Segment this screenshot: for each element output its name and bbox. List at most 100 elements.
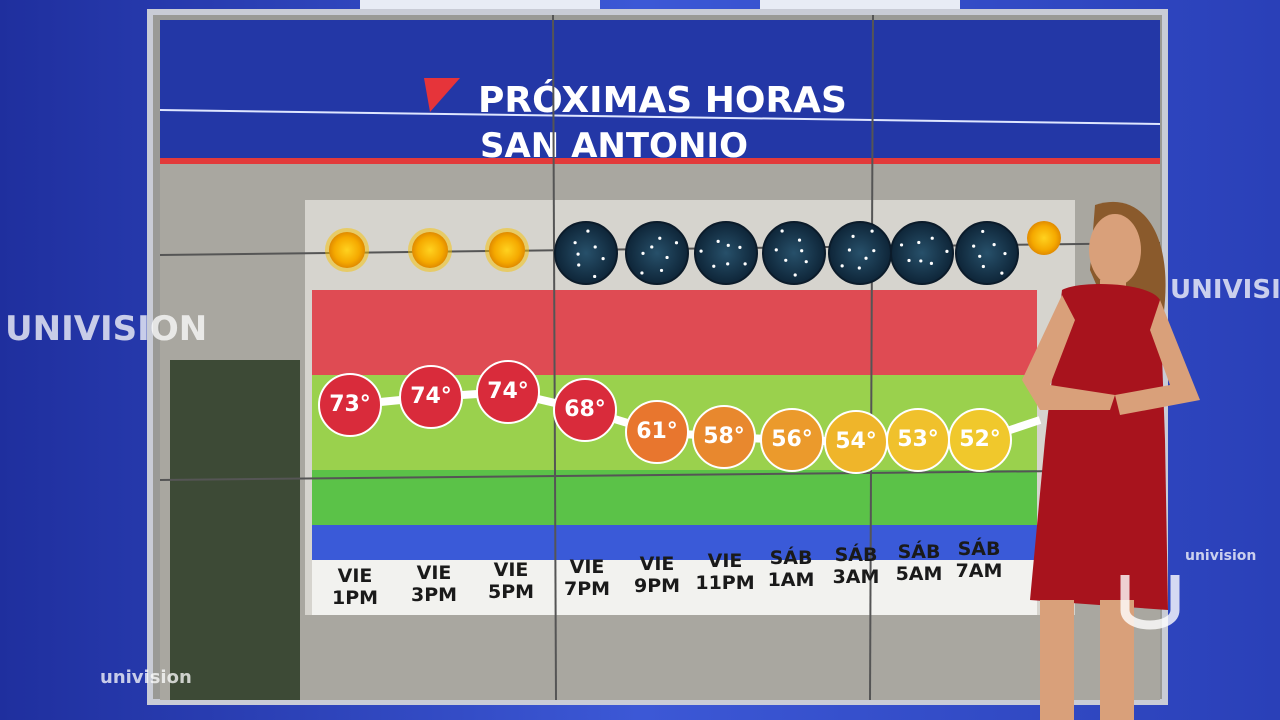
day-label: SÁB — [770, 546, 813, 569]
star — [870, 229, 874, 233]
day-label: VIE — [708, 550, 743, 572]
star — [851, 234, 855, 238]
star — [699, 249, 703, 253]
temperature: 54° — [835, 429, 877, 454]
time-label: 1PM — [332, 587, 378, 609]
title: PRÓXIMAS HORAS — [478, 79, 847, 121]
star — [716, 239, 720, 244]
time-label: 3PM — [411, 584, 457, 606]
day-label: SÁB — [958, 537, 1001, 560]
band-hot — [312, 290, 1037, 375]
temperature-badge — [692, 405, 756, 469]
temperature: 74° — [487, 379, 529, 404]
brand-triangle — [424, 78, 460, 112]
presenter — [1022, 201, 1200, 720]
star — [738, 245, 742, 249]
seam — [552, 14, 557, 701]
time-label: 1AM — [768, 569, 815, 591]
temperature: 53° — [897, 427, 939, 452]
temperature-badge — [553, 378, 617, 442]
star — [674, 241, 679, 245]
temperature: 61° — [636, 419, 678, 444]
star — [593, 245, 597, 249]
label-strip — [312, 560, 1037, 615]
day-label: VIE — [417, 562, 452, 584]
band-cool — [312, 470, 1037, 525]
day-label: VIE — [640, 553, 675, 575]
star — [872, 249, 876, 253]
star — [577, 263, 581, 267]
star — [945, 249, 949, 253]
night-icon — [762, 221, 826, 285]
star — [847, 248, 852, 252]
temperature-badge — [476, 360, 540, 424]
band-cold — [312, 525, 1037, 560]
temperature-badge — [760, 408, 824, 472]
temperature: 68° — [564, 397, 606, 422]
star — [917, 240, 921, 245]
time-label: 7AM — [956, 560, 1003, 582]
star — [800, 249, 804, 253]
star — [601, 257, 605, 261]
star — [1000, 271, 1004, 275]
header-band — [160, 20, 1160, 160]
night-icon — [694, 221, 758, 285]
star — [640, 271, 644, 275]
temperature-badge — [399, 365, 463, 429]
temperature-badge — [318, 373, 382, 437]
night-icon — [890, 221, 954, 285]
star — [797, 238, 802, 242]
temperature: 74° — [410, 384, 452, 409]
seam — [869, 14, 874, 701]
time-label: 7PM — [564, 578, 610, 600]
star — [1003, 252, 1007, 256]
star — [907, 258, 911, 263]
tree — [170, 360, 300, 700]
brand-text: UNIVISION — [1170, 275, 1280, 305]
univision-logo — [1120, 575, 1180, 630]
star — [780, 229, 784, 233]
day-label: VIE — [494, 559, 529, 581]
temperature: 58° — [703, 424, 745, 449]
star — [864, 256, 868, 260]
star — [641, 251, 645, 255]
sun-icon — [329, 232, 365, 268]
time-label: 5PM — [488, 581, 534, 603]
sun-icon — [412, 232, 448, 268]
star — [899, 243, 904, 247]
time-label: 11PM — [695, 572, 754, 594]
time-label: 3AM — [833, 566, 880, 588]
star — [726, 262, 730, 266]
star — [793, 273, 797, 277]
sun-icon-partial — [1027, 221, 1061, 255]
time-label: 5AM — [896, 563, 943, 585]
star — [929, 261, 934, 265]
star — [726, 243, 730, 247]
star — [712, 264, 716, 268]
night-icon — [625, 221, 689, 285]
star — [659, 268, 664, 273]
time-label: 9PM — [634, 575, 680, 597]
star — [919, 259, 923, 263]
star — [930, 236, 934, 240]
star — [978, 254, 982, 258]
star — [857, 266, 861, 270]
star — [992, 243, 996, 247]
brand-text: univision — [1185, 548, 1256, 564]
temperature: 52° — [959, 427, 1001, 452]
star — [658, 236, 662, 240]
brand-text: univision — [100, 667, 192, 688]
day-label: SÁB — [898, 540, 941, 563]
star — [743, 262, 747, 266]
star — [586, 229, 590, 233]
star — [981, 264, 985, 269]
star — [650, 245, 654, 249]
night-icon — [828, 221, 892, 285]
header-accent — [160, 158, 1160, 164]
temperature-badge — [625, 400, 689, 464]
brand-text: UNIVISION — [5, 309, 207, 349]
night-icon — [955, 221, 1019, 285]
temperature: 73° — [329, 392, 371, 417]
